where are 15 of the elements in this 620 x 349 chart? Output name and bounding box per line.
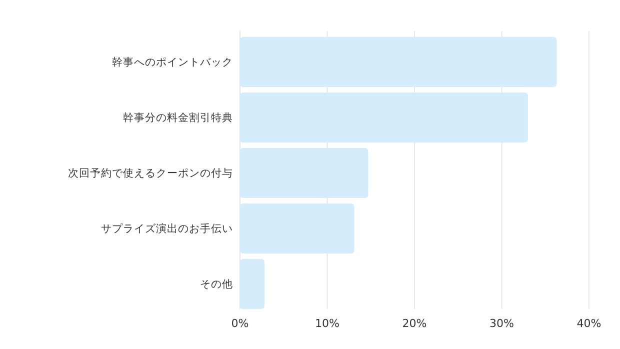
x-tick-label: 10%	[315, 317, 340, 330]
bar	[240, 259, 264, 309]
y-tick-label: 幹事へのポイントバック	[112, 56, 233, 69]
x-tick-label: 20%	[402, 317, 427, 330]
bar	[240, 37, 557, 87]
bar	[240, 92, 528, 142]
y-tick-label: 次回予約で使えるクーポンの付与	[68, 166, 233, 180]
x-tick-label: 30%	[490, 317, 514, 330]
x-tick-label: 0%	[231, 317, 249, 330]
y-tick-label: サプライズ演出のお手伝い	[101, 222, 233, 236]
y-tick-label: 幹事分の料金割引特典	[123, 111, 233, 124]
bar	[240, 148, 368, 198]
bar	[240, 204, 354, 254]
x-tick-label: 40%	[576, 317, 602, 330]
y-tick-label: その他	[200, 278, 233, 291]
